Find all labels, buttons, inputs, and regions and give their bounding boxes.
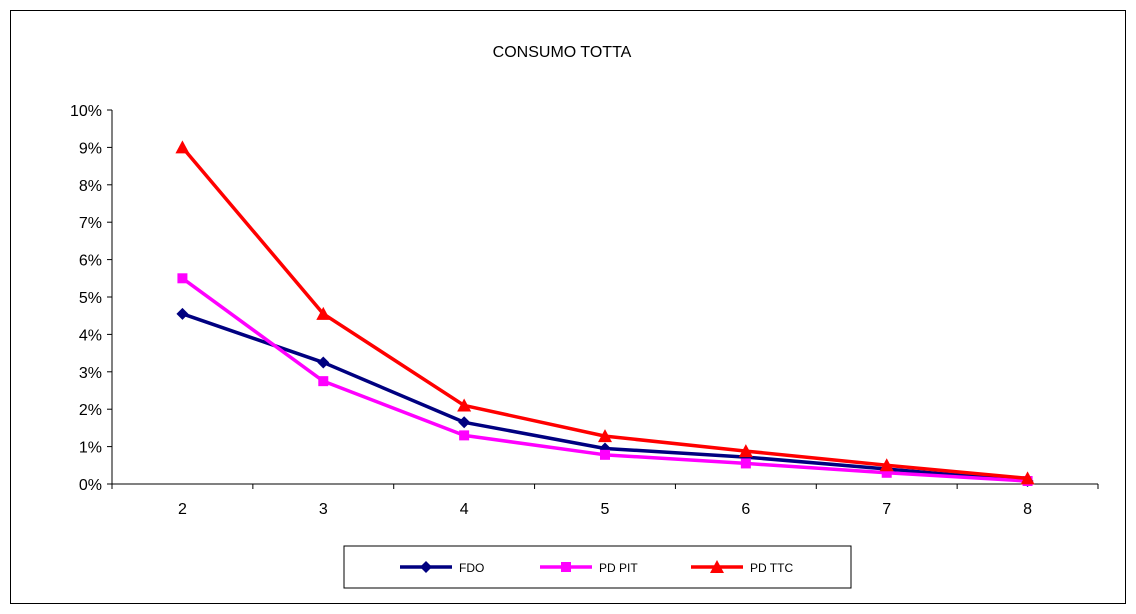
series-pd-ttc: [175, 140, 1035, 485]
x-tick-label: 8: [1023, 501, 1032, 518]
x-tick-label: 2: [178, 501, 187, 518]
y-tick-label: 7%: [79, 215, 102, 232]
legend-item-pd-ttc: PD TTC: [691, 560, 793, 575]
data-point-pd-pit: [740, 458, 751, 469]
legend-marker: [561, 562, 571, 572]
y-tick-label: 0%: [79, 477, 102, 494]
data-point-fdo: [458, 416, 471, 429]
y-tick-label: 9%: [79, 140, 102, 157]
data-point-fdo: [317, 356, 330, 369]
legend-label: PD TTC: [750, 561, 793, 575]
series-fdo: [176, 307, 1034, 488]
data-point-pd-ttc: [1020, 471, 1035, 485]
x-tick-label: 6: [741, 501, 750, 518]
legend-label: FDO: [459, 561, 484, 575]
y-tick-label: 3%: [79, 365, 102, 382]
data-point-pd-ttc: [175, 140, 190, 154]
data-point-pd-pit: [177, 273, 188, 284]
series-line-pd-ttc: [181, 146, 1028, 481]
legend-item-pd-pit: PD PIT: [540, 561, 638, 575]
x-tick-label: 7: [882, 501, 891, 518]
y-tick-label: 4%: [79, 327, 102, 344]
data-point-pd-pit: [600, 449, 610, 460]
data-point-pd-ttc: [738, 444, 753, 458]
data-point-pd-ttc: [316, 306, 331, 320]
x-tick-label: 5: [601, 501, 610, 518]
x-tick-label: 4: [460, 501, 469, 518]
y-tick-label: 5%: [79, 290, 102, 307]
legend-item-fdo: FDO: [400, 561, 484, 575]
x-tick-label: 3: [319, 501, 328, 518]
data-point-pd-ttc: [879, 458, 894, 472]
y-tick-label: 6%: [79, 253, 102, 270]
data-point-pd-ttc: [457, 398, 472, 412]
y-tick-label: 10%: [70, 103, 102, 120]
chart-title: CONSUMO TOTTA: [493, 44, 632, 61]
y-tick-label: 1%: [79, 440, 102, 457]
data-point-pd-ttc: [598, 429, 612, 443]
legend-marker: [710, 560, 724, 573]
data-point-pd-pit: [318, 376, 329, 387]
y-tick-label: 8%: [79, 178, 102, 195]
series-layer: [175, 140, 1035, 488]
data-point-fdo: [176, 307, 189, 320]
series-pd-pit: [177, 273, 1033, 487]
y-tick-label: 2%: [79, 402, 102, 419]
chart-frame: [10, 10, 1126, 604]
data-point-pd-pit: [459, 430, 470, 441]
axes: 0% 1% 2% 3% 4% 5% 6% 7% 8% 9% 10% 2 3 4 5 6 7 8: [70, 103, 1099, 518]
legend-marker: [420, 561, 432, 573]
data-point-pd-pit: [881, 467, 892, 478]
legend: FDO PD PIT PD TTC: [343, 545, 852, 589]
legend-label: PD PIT: [599, 561, 638, 575]
